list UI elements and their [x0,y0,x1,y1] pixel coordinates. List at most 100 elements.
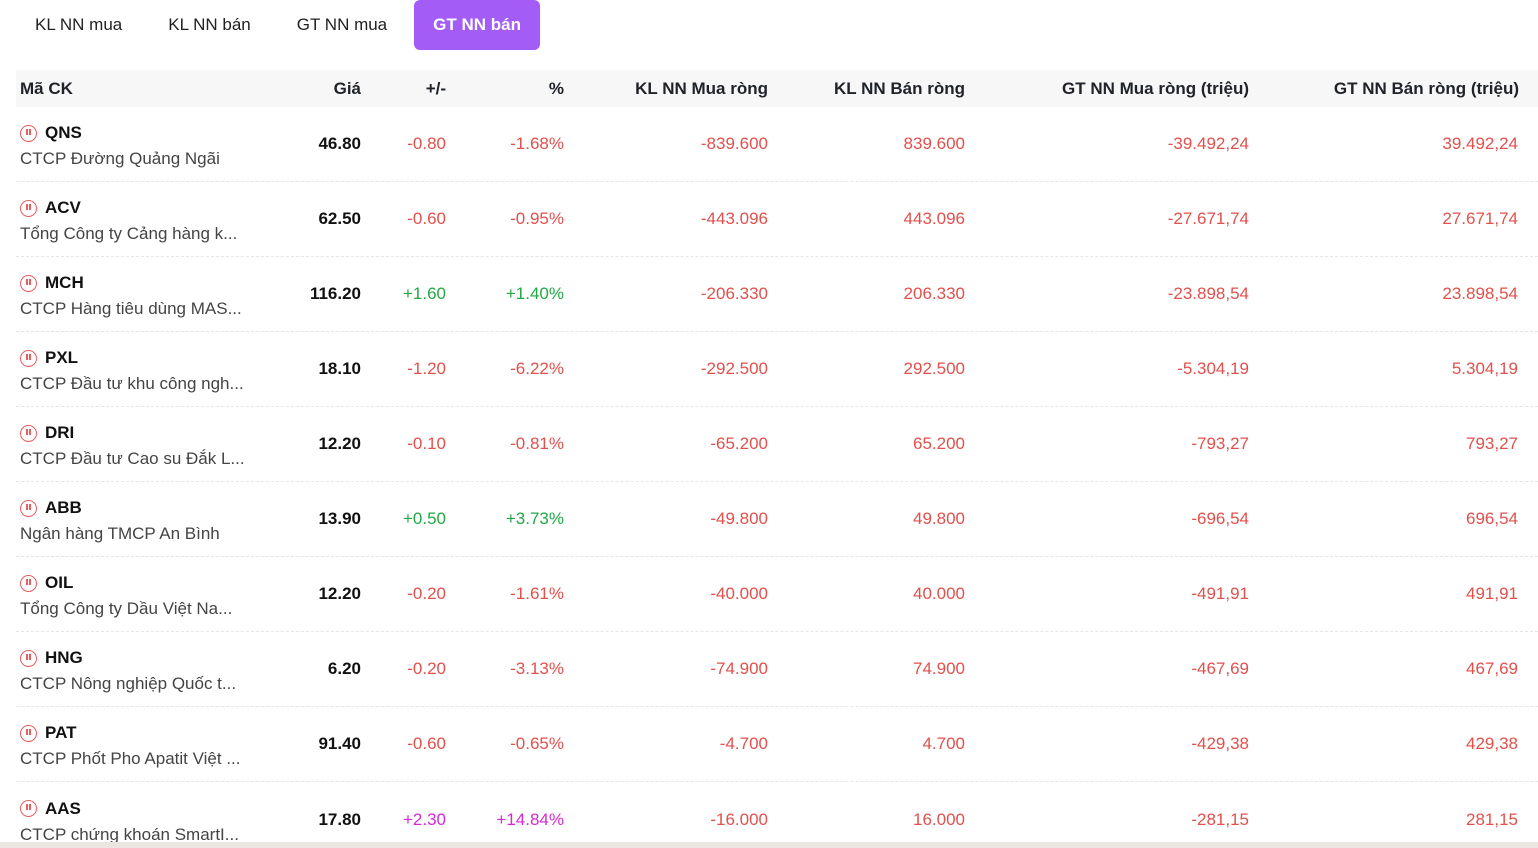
stock-code[interactable]: PAT [45,723,77,742]
gt-buy-cell: -27.671,74 [1167,209,1249,228]
company-name: CTCP Phốt Pho Apatit Việt ... [20,749,241,768]
company-name: CTCP Hàng tiêu dùng MAS... [20,299,242,318]
stock-code[interactable]: AAS [45,798,81,818]
stock-code[interactable]: DRI [45,423,75,442]
change-cell: -0.80 [407,134,446,153]
stock-code[interactable]: ACV [45,198,81,217]
clock-pause-icon [20,499,37,517]
company-name: Tổng Công ty Cảng hàng k... [20,224,238,243]
symbol-cell[interactable]: OIL Tổng Công ty Dầu Việt Na... [16,557,264,631]
stock-code[interactable]: QNS [45,123,82,142]
percent-cell: -0.65% [510,734,564,753]
percent-cell: +1.40% [505,284,564,303]
table-row[interactable]: AAS CTCP chứng khoán SmartI... 17.80 +2.30 +… [16,782,1538,848]
clock-pause-icon [20,649,37,667]
symbol-cell[interactable]: QNS CTCP Đường Quảng Ngãi [16,107,264,181]
symbol-cell[interactable]: ABB Ngân hàng TMCP An Bình [16,482,264,556]
tab-bar: KL NN mua KL NN bán GT NN mua GT NN bán [16,0,540,50]
kl-sell-cell: 40.000 [913,584,965,603]
gt-sell-cell: 429,38 [1466,734,1518,753]
clock-pause-icon [20,274,37,292]
gt-buy-cell: -467,69 [1191,659,1249,678]
kl-sell-cell: 49.800 [913,509,965,528]
gt-buy-cell: -281,15 [1191,809,1249,829]
symbol-top: QNS [20,123,264,143]
kl-sell-cell: 839.600 [903,134,965,153]
symbol-cell[interactable]: HNG CTCP Nông nghiệp Quốc t... [16,632,264,706]
tab-kl-nn-mua[interactable]: KL NN mua [35,15,123,34]
header-percent[interactable]: % [548,78,564,98]
stock-code[interactable]: OIL [45,573,74,592]
kl-buy-cell: -16.000 [710,809,768,829]
table-row[interactable]: ACV Tổng Công ty Cảng hàng k... 62.50 -0.60… [16,182,1538,257]
change-cell: -0.10 [407,434,446,453]
gt-sell-cell: 5.304,19 [1451,359,1518,378]
company-name: CTCP Đường Quảng Ngãi [20,149,220,168]
symbol-cell[interactable]: PXL CTCP Đầu tư khu công ngh... [16,332,264,406]
kl-buy-cell: -65.200 [710,434,768,453]
table-row[interactable]: PXL CTCP Đầu tư khu công ngh... 18.10 -1.20… [16,332,1538,407]
symbol-cell[interactable]: ACV Tổng Công ty Cảng hàng k... [16,182,264,256]
company-name: Ngân hàng TMCP An Bình [20,524,220,543]
clock-pause-icon [20,574,37,592]
gt-buy-cell: -5.304,19 [1177,359,1249,378]
kl-sell-cell: 4.700 [922,734,965,753]
change-cell: -0.60 [407,734,446,753]
header-change[interactable]: +/- [425,78,446,98]
symbol-top: AAS [20,799,264,819]
kl-sell-cell: 65.200 [913,434,965,453]
clock-pause-icon [20,424,37,442]
stock-code[interactable]: HNG [45,648,83,667]
symbol-top: ACV [20,198,264,218]
table-row[interactable]: ABB Ngân hàng TMCP An Bình 13.90 +0.50 +3.73… [16,482,1538,557]
symbol-cell[interactable]: PAT CTCP Phốt Pho Apatit Việt ... [16,707,264,781]
header-gt-buy[interactable]: GT NN Mua ròng (triệu) [1062,78,1249,98]
stock-code[interactable]: ABB [45,498,82,517]
symbol-top: MCH [20,273,264,293]
gt-sell-cell: 696,54 [1466,509,1518,528]
table-row[interactable]: OIL Tổng Công ty Dầu Việt Na... 12.20 -0.20… [16,557,1538,632]
change-cell: +2.30 [402,809,446,829]
table-row[interactable]: PAT CTCP Phốt Pho Apatit Việt ... 91.40 -0.… [16,707,1538,782]
table-row[interactable]: DRI CTCP Đầu tư Cao su Đắk L... 12.20 -0.10… [16,407,1538,482]
gt-sell-cell: 281,15 [1466,809,1518,829]
symbol-cell[interactable]: DRI CTCP Đầu tư Cao su Đắk L... [16,407,264,481]
tab-gt-nn-ban[interactable]: GT NN bán [414,0,540,50]
header-gt-sell[interactable]: GT NN Bán ròng (triệu) [1333,78,1519,98]
header-kl-sell[interactable]: KL NN Bán ròng [834,78,965,98]
kl-sell-cell: 74.900 [913,659,965,678]
clock-pause-icon [20,724,37,742]
table-row[interactable]: HNG CTCP Nông nghiệp Quốc t... 6.20 -0.20 -3… [16,632,1538,707]
clock-pause-icon [20,199,37,217]
clock-pause-icon [20,349,37,367]
header-symbol[interactable]: Mã CK [16,70,264,107]
symbol-top: PXL [20,348,264,368]
price-cell: 62.50 [318,209,361,228]
stock-code[interactable]: PXL [45,348,79,367]
gt-sell-cell: 27.671,74 [1442,209,1518,228]
price-cell: 12.20 [318,584,361,603]
gt-buy-cell: -793,27 [1191,434,1249,453]
stock-code[interactable]: MCH [45,273,84,292]
symbol-cell[interactable]: MCH CTCP Hàng tiêu dùng MAS... [16,257,264,331]
table-row[interactable]: MCH CTCP Hàng tiêu dùng MAS... 116.20 +1.60… [16,257,1538,332]
symbol-top: HNG [20,648,264,668]
company-name: CTCP Nông nghiệp Quốc t... [20,674,237,693]
kl-buy-cell: -49.800 [710,509,768,528]
gt-buy-cell: -429,38 [1191,734,1249,753]
table-body: QNS CTCP Đường Quảng Ngãi 46.80 -0.80 -1.68%… [16,107,1538,848]
percent-cell: +14.84% [496,809,564,829]
header-price[interactable]: Giá [333,78,361,98]
tab-kl-nn-ban[interactable]: KL NN bán [168,15,251,34]
table-row[interactable]: QNS CTCP Đường Quảng Ngãi 46.80 -0.80 -1.68%… [16,107,1538,182]
change-cell: +0.50 [402,509,446,528]
table-header: Mã CK Giá +/- % KL NN Mua ròng KL NN Bán… [16,70,1538,107]
header-kl-buy[interactable]: KL NN Mua ròng [635,78,768,98]
symbol-top: DRI [20,423,264,443]
tab-gt-nn-mua[interactable]: GT NN mua [296,15,388,34]
symbol-cell[interactable]: AAS CTCP chứng khoán SmartI... [16,782,264,848]
gt-buy-cell: -39.492,24 [1167,134,1249,153]
price-cell: 13.90 [318,509,361,528]
price-cell: 18.10 [318,359,361,378]
kl-sell-cell: 16.000 [913,809,965,829]
